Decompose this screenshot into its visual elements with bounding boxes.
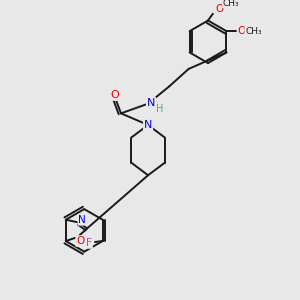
Text: N: N [147,98,155,108]
Text: H: H [156,103,164,113]
Text: CH₃: CH₃ [223,0,239,8]
Text: O: O [238,26,246,36]
Text: O: O [111,90,120,100]
Text: CH₃: CH₃ [245,27,262,36]
Text: O: O [215,4,224,14]
Text: O: O [76,236,84,246]
Text: N: N [78,215,86,225]
Text: F: F [86,238,92,248]
Text: N: N [144,120,152,130]
